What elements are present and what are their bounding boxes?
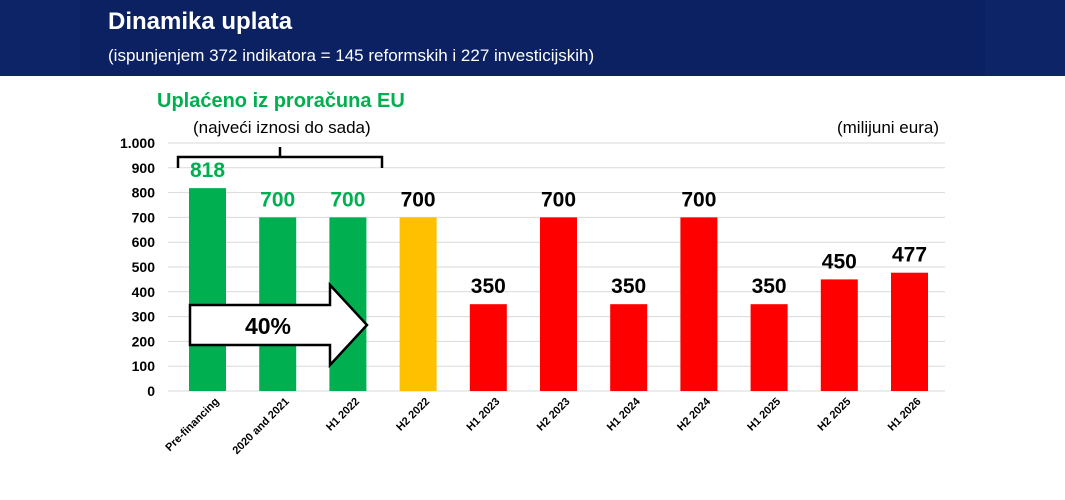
y-tick-label: 900 bbox=[132, 160, 156, 176]
banner-right-edge bbox=[985, 0, 1065, 76]
y-tick-label: 200 bbox=[132, 333, 156, 349]
x-tick-label: H2 2023 bbox=[535, 396, 573, 434]
banner-left-edge bbox=[0, 0, 80, 76]
value-label: 450 bbox=[822, 250, 857, 273]
bar bbox=[820, 279, 858, 391]
y-tick-label: 400 bbox=[132, 284, 156, 300]
arrow-shape bbox=[188, 281, 369, 369]
y-tick-label: 0 bbox=[147, 383, 155, 399]
annotations: Uplaćeno iz proračuna EU (najveći iznosi… bbox=[157, 90, 939, 369]
arrow-percentage-label: 40% bbox=[245, 313, 291, 339]
bar bbox=[540, 217, 577, 391]
value-label: 700 bbox=[681, 188, 716, 211]
bar bbox=[610, 304, 648, 391]
value-label: 350 bbox=[471, 275, 506, 298]
unit-label: (milijuni eura) bbox=[837, 118, 939, 137]
paid-annotation-subtitle: (najveći iznosi do sada) bbox=[193, 118, 371, 137]
y-tick-label: 1.000 bbox=[120, 135, 155, 151]
value-label: 700 bbox=[401, 188, 436, 211]
bar bbox=[891, 272, 928, 391]
x-tick-label: H1 2026 bbox=[886, 396, 924, 434]
x-tick-label: Pre-financing bbox=[163, 396, 221, 454]
header-banner: Dinamika uplata (ispunjenjem 372 indikat… bbox=[0, 0, 1065, 76]
x-tick-label: H1 2024 bbox=[605, 395, 644, 434]
y-tick-label: 100 bbox=[132, 358, 156, 374]
x-tick-label: H1 2023 bbox=[465, 396, 503, 434]
bar bbox=[469, 304, 507, 391]
bar bbox=[750, 304, 788, 391]
bar bbox=[680, 217, 718, 391]
value-label: 350 bbox=[752, 275, 787, 298]
y-tick-label: 800 bbox=[132, 185, 156, 201]
x-tick-label: H2 2024 bbox=[675, 395, 714, 434]
x-tick-label: H2 2025 bbox=[816, 396, 854, 434]
bar bbox=[399, 217, 437, 391]
value-label: 700 bbox=[541, 188, 576, 211]
x-tick-label: H2 2022 bbox=[394, 396, 432, 434]
page-title: Dinamika uplata bbox=[108, 8, 293, 35]
value-label: 350 bbox=[611, 275, 646, 298]
page-subtitle: (ispunjenjem 372 indikatora = 145 reform… bbox=[108, 46, 595, 65]
value-label: 700 bbox=[260, 188, 295, 211]
y-tick-label: 700 bbox=[132, 209, 156, 225]
y-tick-label: 500 bbox=[132, 259, 156, 275]
x-tick-label: H1 2022 bbox=[324, 396, 362, 434]
paid-annotation-title: Uplaćeno iz proračuna EU bbox=[157, 90, 405, 112]
value-label: 700 bbox=[330, 188, 365, 211]
y-tick-label: 600 bbox=[132, 234, 156, 250]
value-label: 818 bbox=[190, 159, 225, 182]
bar bbox=[189, 188, 226, 391]
y-tick-label: 300 bbox=[132, 309, 156, 325]
value-label: 477 bbox=[892, 244, 927, 267]
x-tick-label: H1 2025 bbox=[745, 396, 783, 434]
x-tick-label: 2020 and 2021 bbox=[231, 396, 292, 457]
paid-bracket bbox=[176, 147, 384, 168]
